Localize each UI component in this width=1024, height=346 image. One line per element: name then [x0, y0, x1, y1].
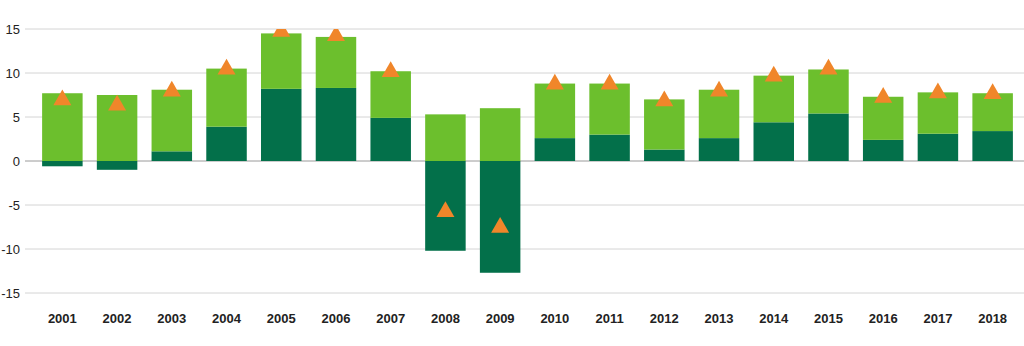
marker	[874, 87, 892, 103]
bar	[589, 135, 629, 161]
marker	[218, 59, 236, 75]
x-tick-label: 2015	[814, 311, 843, 326]
x-tick-label: 2008	[431, 311, 460, 326]
grid-line	[25, 73, 1024, 74]
bar	[42, 161, 82, 166]
grid-line	[25, 249, 1024, 250]
bar	[370, 71, 410, 118]
marker	[710, 81, 728, 97]
bar	[206, 69, 246, 127]
bar	[261, 89, 301, 161]
y-tick-label: -5	[8, 198, 20, 213]
x-tick-label: 2003	[157, 311, 186, 326]
bar	[261, 33, 301, 88]
x-tick-label: 2012	[650, 311, 679, 326]
bar	[972, 131, 1012, 161]
x-tick-label: 2017	[923, 311, 952, 326]
bar	[699, 138, 739, 161]
x-tick-label: 2016	[869, 311, 898, 326]
bar	[754, 122, 794, 161]
bar	[425, 114, 465, 161]
bar	[206, 127, 246, 161]
bar	[535, 84, 575, 139]
y-tick-label: -15	[1, 286, 20, 301]
x-tick-label: 2014	[759, 311, 789, 326]
marker	[163, 81, 181, 97]
marker	[53, 90, 71, 106]
bar	[808, 113, 848, 161]
x-tick-label: 2009	[486, 311, 515, 326]
marker	[382, 61, 400, 77]
marker	[655, 90, 673, 106]
bar	[97, 95, 137, 161]
bar	[918, 92, 958, 133]
grid-line	[25, 205, 1024, 206]
y-tick-label: 0	[13, 154, 20, 169]
bar	[152, 90, 192, 152]
bar	[699, 90, 739, 138]
bar	[370, 118, 410, 161]
grid-line	[25, 29, 1024, 30]
bar	[863, 97, 903, 140]
x-tick-label: 2006	[322, 311, 351, 326]
x-tick-label: 2013	[705, 311, 734, 326]
bar	[480, 108, 520, 161]
chart: -15 -10 -5 0 5 10 15 2001 2002 2003 2004 2005 2006 20…	[0, 0, 1024, 346]
plot-area	[42, 29, 1013, 273]
x-tick-label: 2002	[103, 311, 132, 326]
bar	[316, 88, 356, 161]
x-tick-label: 2007	[376, 311, 405, 326]
y-tick-label: -10	[1, 242, 20, 257]
bar	[425, 161, 465, 251]
bar	[589, 84, 629, 135]
x-tick-label: 2011	[595, 311, 623, 326]
y-tick-label: 5	[13, 110, 20, 125]
bar	[863, 140, 903, 161]
bar	[644, 99, 684, 149]
x-tick-label: 2004	[212, 311, 242, 326]
marker	[436, 201, 454, 217]
x-tick-label: 2018	[978, 311, 1007, 326]
bar	[808, 69, 848, 113]
bar	[644, 150, 684, 161]
marker	[929, 82, 947, 98]
marker	[546, 74, 564, 90]
bar	[316, 37, 356, 88]
marker	[601, 74, 619, 90]
marker	[108, 95, 126, 111]
marker	[327, 29, 345, 41]
marker	[272, 29, 290, 37]
marker	[819, 59, 837, 75]
bar	[152, 151, 192, 161]
y-tick-label: 10	[6, 66, 20, 81]
marker	[491, 217, 509, 233]
bar	[97, 161, 137, 170]
marker	[765, 66, 783, 82]
bar	[754, 76, 794, 123]
x-tick-label: 2001	[48, 311, 77, 326]
bar	[480, 161, 520, 273]
marker	[984, 83, 1002, 99]
y-tick-label: 15	[6, 22, 20, 37]
x-tick-label: 2005	[267, 311, 296, 326]
bar	[918, 134, 958, 161]
x-tick-label: 2010	[540, 311, 569, 326]
grid-line	[25, 293, 1024, 294]
bar	[535, 138, 575, 161]
